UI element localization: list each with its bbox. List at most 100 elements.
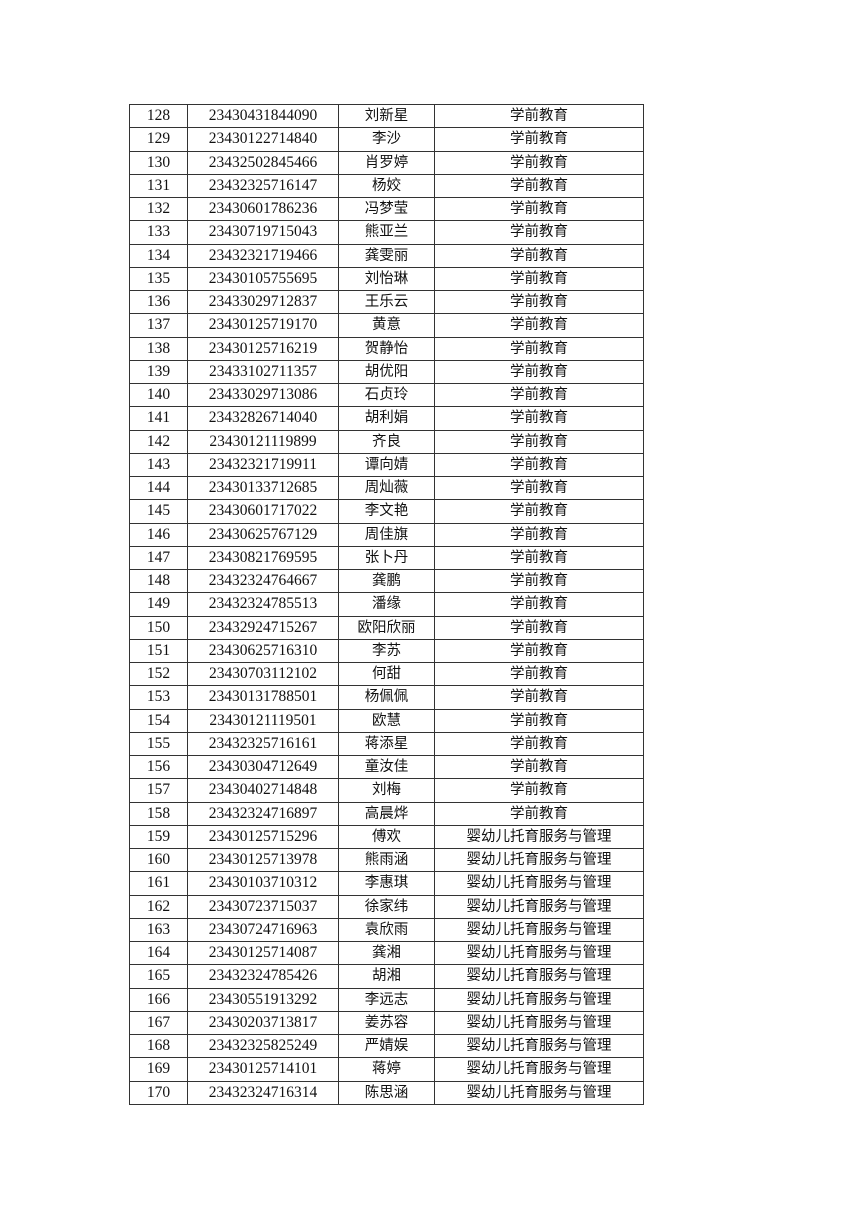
name-cell: 李苏 <box>338 638 435 664</box>
major-cell: 学前教育 <box>434 429 644 454</box>
name-cell: 蒋婷 <box>338 1057 435 1082</box>
major-cell: 学前教育 <box>434 685 644 710</box>
table-row: 155 23432325716161 蒋添星 学前教育 <box>129 731 644 757</box>
row-number-cell: 129 <box>129 127 188 152</box>
student-id-cell: 23430125715296 <box>187 824 339 850</box>
major-cell: 学前教育 <box>434 731 644 757</box>
major-cell: 学前教育 <box>434 173 644 199</box>
table-row: 157 23430402714848 刘梅 学前教育 <box>129 778 644 803</box>
name-cell: 胡利娟 <box>338 406 435 431</box>
student-id-cell: 23430125719170 <box>187 313 339 338</box>
student-id-cell: 23432324716314 <box>187 1080 339 1105</box>
major-cell: 学前教育 <box>434 220 644 245</box>
row-number-cell: 144 <box>129 475 188 501</box>
row-number-cell: 149 <box>129 592 188 617</box>
row-number-cell: 159 <box>129 824 188 850</box>
student-id-cell: 23433102711357 <box>187 359 339 385</box>
student-id-cell: 23430125713978 <box>187 847 339 873</box>
name-cell: 姜苏容 <box>338 1010 435 1036</box>
table-row: 161 23430103710312 李惠琪 婴幼儿托育服务与管理 <box>129 871 644 896</box>
table-row: 167 23430203713817 姜苏容 婴幼儿托育服务与管理 <box>129 1010 644 1036</box>
row-number-cell: 139 <box>129 359 188 385</box>
table-row: 137 23430125719170 黄意 学前教育 <box>129 313 644 338</box>
major-cell: 学前教育 <box>434 568 644 594</box>
row-number-cell: 153 <box>129 685 188 710</box>
name-cell: 周灿薇 <box>338 475 435 501</box>
major-cell: 学前教育 <box>434 778 644 803</box>
name-cell: 谭向婧 <box>338 452 435 478</box>
table-row: 166 23430551913292 李远志 婴幼儿托育服务与管理 <box>129 987 644 1012</box>
student-list-table: 128 23430431844090 刘新星 学前教育 129 2343012271484… <box>129 103 644 1105</box>
name-cell: 傅欢 <box>338 824 435 850</box>
student-id-cell: 23430121119501 <box>187 708 339 733</box>
name-cell: 黄意 <box>338 313 435 338</box>
row-number-cell: 167 <box>129 1010 188 1036</box>
name-cell: 李远志 <box>338 987 435 1012</box>
row-number-cell: 150 <box>129 615 188 640</box>
major-cell: 学前教育 <box>434 638 644 664</box>
student-id-cell: 23430402714848 <box>187 778 339 803</box>
student-id-cell: 23430121119899 <box>187 429 339 454</box>
row-number-cell: 170 <box>129 1080 188 1105</box>
row-number-cell: 137 <box>129 313 188 338</box>
table-row: 131 23432325716147 杨姣 学前教育 <box>129 173 644 199</box>
row-number-cell: 143 <box>129 452 188 478</box>
name-cell: 李惠琪 <box>338 871 435 896</box>
row-number-cell: 165 <box>129 964 188 989</box>
table-row: 136 23433029712837 王乐云 学前教育 <box>129 289 644 315</box>
table-row: 130 23432502845466 肖罗婷 学前教育 <box>129 150 644 175</box>
table-row: 142 23430121119899 齐良 学前教育 <box>129 429 644 454</box>
table-row: 140 23433029713086 石贞玲 学前教育 <box>129 382 644 408</box>
name-cell: 何甜 <box>338 661 435 687</box>
row-number-cell: 136 <box>129 289 188 315</box>
row-number-cell: 145 <box>129 499 188 524</box>
major-cell: 学前教育 <box>434 615 644 640</box>
table-row: 133 23430719715043 熊亚兰 学前教育 <box>129 220 644 245</box>
major-cell: 婴幼儿托育服务与管理 <box>434 1010 644 1036</box>
major-cell: 学前教育 <box>434 452 644 478</box>
student-id-cell: 23432324716897 <box>187 801 339 826</box>
name-cell: 严婧娱 <box>338 1033 435 1059</box>
name-cell: 陈思涵 <box>338 1080 435 1105</box>
student-id-cell: 23430125714101 <box>187 1057 339 1082</box>
name-cell: 蒋添星 <box>338 731 435 757</box>
major-cell: 婴幼儿托育服务与管理 <box>434 917 644 943</box>
table-row: 143 23432321719911 谭向婧 学前教育 <box>129 452 644 478</box>
table-row: 156 23430304712649 童汝佳 学前教育 <box>129 754 644 780</box>
name-cell: 龚鹏 <box>338 568 435 594</box>
name-cell: 欧慧 <box>338 708 435 733</box>
name-cell: 潘缘 <box>338 592 435 617</box>
row-number-cell: 133 <box>129 220 188 245</box>
student-id-cell: 23430625716310 <box>187 638 339 664</box>
major-cell: 学前教育 <box>434 382 644 408</box>
row-number-cell: 154 <box>129 708 188 733</box>
major-cell: 学前教育 <box>434 592 644 617</box>
row-number-cell: 140 <box>129 382 188 408</box>
table-row: 158 23432324716897 高晨烨 学前教育 <box>129 801 644 826</box>
major-cell: 学前教育 <box>434 243 644 268</box>
table-row: 162 23430723715037 徐家纬 婴幼儿托育服务与管理 <box>129 894 644 919</box>
row-number-cell: 131 <box>129 173 188 199</box>
name-cell: 袁欣雨 <box>338 917 435 943</box>
student-id-cell: 23432325825249 <box>187 1033 339 1059</box>
major-cell: 学前教育 <box>434 475 644 501</box>
major-cell: 婴幼儿托育服务与管理 <box>434 1080 644 1105</box>
table-row: 169 23430125714101 蒋婷 婴幼儿托育服务与管理 <box>129 1057 644 1082</box>
student-id-cell: 23432324785513 <box>187 592 339 617</box>
name-cell: 龚雯丽 <box>338 243 435 268</box>
student-id-cell: 23430551913292 <box>187 987 339 1012</box>
table-row: 128 23430431844090 刘新星 学前教育 <box>129 103 644 129</box>
table-row: 168 23432325825249 严婧娱 婴幼儿托育服务与管理 <box>129 1033 644 1059</box>
major-cell: 婴幼儿托育服务与管理 <box>434 847 644 873</box>
table-row: 148 23432324764667 龚鹏 学前教育 <box>129 568 644 594</box>
student-id-cell: 23432325716161 <box>187 731 339 757</box>
major-cell: 婴幼儿托育服务与管理 <box>434 894 644 919</box>
student-id-cell: 23433029712837 <box>187 289 339 315</box>
student-id-cell: 23430601786236 <box>187 196 339 222</box>
table-row: 163 23430724716963 袁欣雨 婴幼儿托育服务与管理 <box>129 917 644 943</box>
row-number-cell: 156 <box>129 754 188 780</box>
major-cell: 学前教育 <box>434 708 644 733</box>
major-cell: 学前教育 <box>434 127 644 152</box>
name-cell: 胡湘 <box>338 964 435 989</box>
student-id-cell: 23430131788501 <box>187 685 339 710</box>
